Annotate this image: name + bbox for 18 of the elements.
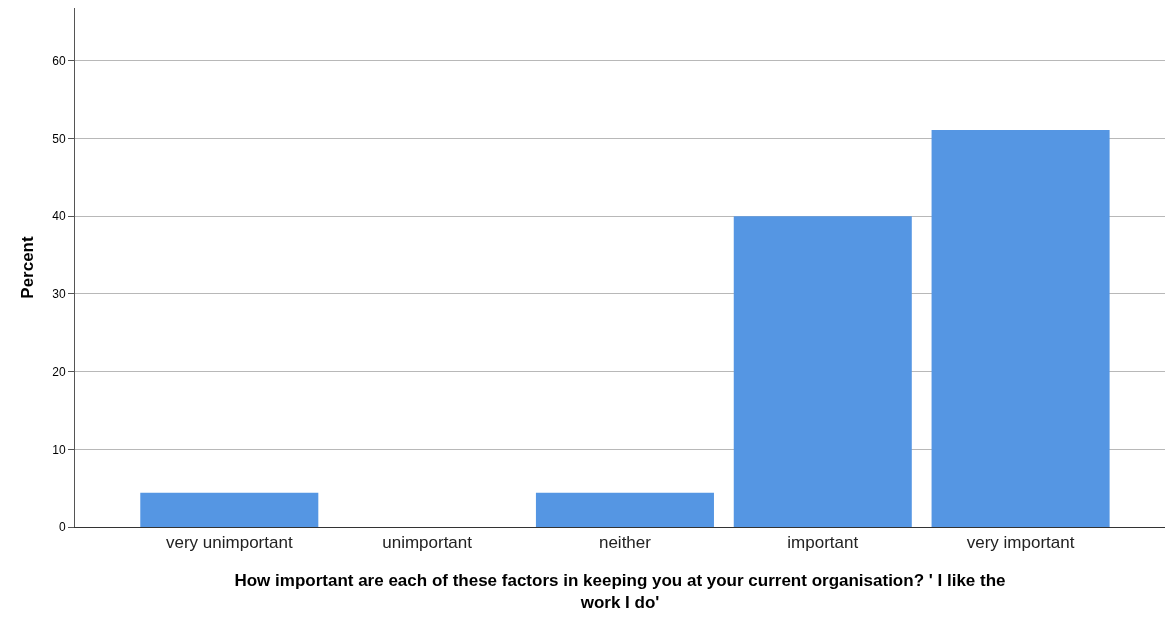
y-tick-label: 10 (52, 442, 66, 457)
x-tick-label: unimportant (382, 533, 473, 553)
x-axis-title: How important are each of these factors in keeping you at your current organisation? ' I like the work I do' (234, 570, 1006, 612)
bar (931, 129, 1110, 527)
x-tick-label: very unimportant (165, 533, 293, 553)
bar (733, 216, 912, 527)
x-tick-label: very important (966, 533, 1075, 553)
bar (535, 492, 714, 527)
x-tick-label: neither (598, 533, 652, 553)
y-axis-title: Percent (17, 235, 37, 299)
y-tick-label: 50 (52, 131, 66, 146)
y-tick-label: 0 (58, 520, 66, 535)
y-tick-label: 30 (52, 287, 66, 302)
y-tick-label: 40 (52, 209, 66, 224)
x-tick-label: important (787, 533, 859, 553)
y-tick-label: 20 (52, 364, 66, 379)
y-tick-label: 60 (52, 54, 66, 69)
bar (140, 492, 319, 527)
